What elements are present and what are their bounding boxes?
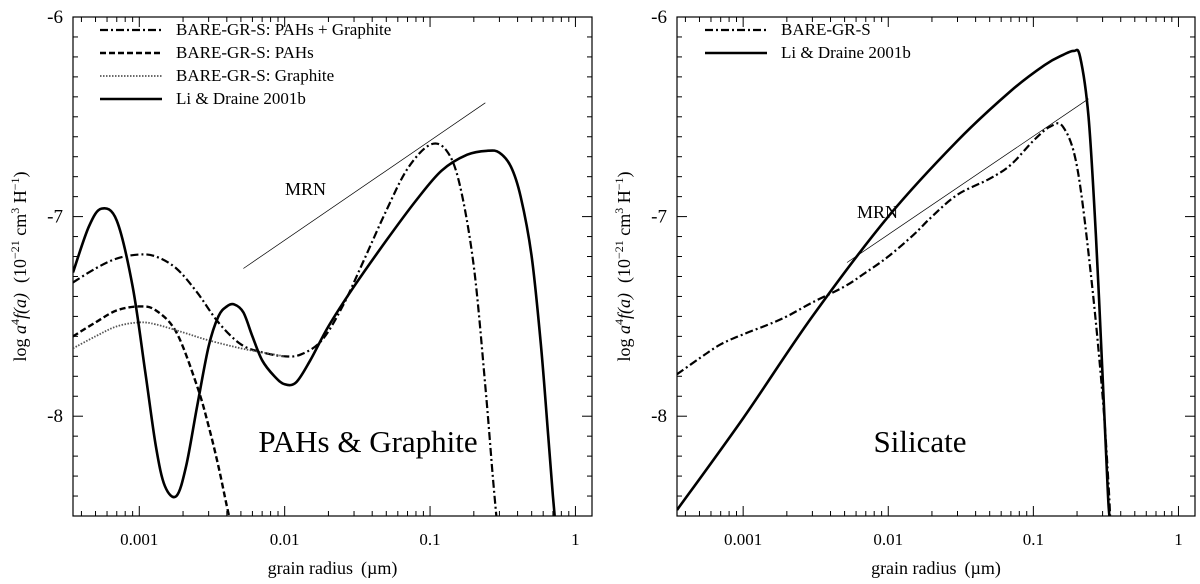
legend-label: BARE-GR-S: PAHs + Graphite — [176, 20, 391, 39]
y-label-a: a — [614, 325, 634, 334]
y-label-sup-4: 4 — [8, 319, 22, 325]
y-label-sup-m21: −21 — [8, 240, 22, 259]
y-label-sup-m21: −21 — [612, 240, 626, 259]
legend-label: BARE-GR-S — [781, 20, 871, 39]
x-tick-label: 0.01 — [873, 530, 903, 549]
series-line-dash-dot — [677, 122, 1112, 516]
y-label-log: log — [614, 334, 634, 362]
series-line-dashed — [73, 305, 231, 516]
y-label-fa: f(a) — [10, 293, 31, 319]
legend-label: BARE-GR-S: Graphite — [176, 66, 334, 85]
series-line-dotted — [73, 321, 285, 358]
x-axis-label-unit: (µm) — [965, 558, 1001, 579]
x-axis-label: grain radius (µm) — [871, 558, 1001, 579]
panel-silicate: 0.001 0.01 0.1 1 -8 -7 -6 grain radius (µm) log a… — [612, 7, 1196, 579]
y-label-units-open: (10 — [614, 259, 635, 283]
x-tick-label: 1 — [1174, 530, 1183, 549]
mrn-label: MRN — [285, 179, 326, 199]
x-axis-label-text: grain radius — [268, 558, 353, 578]
panel-annotation: PAHs & Graphite — [258, 424, 477, 459]
y-axis-label: log a4f(a) (10−21 cm3 H−1) — [8, 171, 31, 361]
y-label-sup-3: 3 — [612, 208, 626, 214]
y-label-log: log — [10, 334, 30, 362]
legend-label: Li & Draine 2001b — [176, 89, 306, 108]
x-axis-label: grain radius (µm) — [268, 558, 398, 579]
y-label-units-close: ) — [10, 171, 31, 177]
y-label-units-close: ) — [614, 171, 635, 177]
x-tick-label: 0.001 — [120, 530, 158, 549]
legend-label: BARE-GR-S: PAHs — [176, 43, 314, 62]
y-tick-label: -7 — [47, 207, 63, 228]
plot-frame — [676, 16, 1196, 517]
y-label-sup-m1: −1 — [8, 177, 22, 190]
y-label-sup-4: 4 — [612, 319, 626, 325]
x-tick-label: 0.1 — [419, 530, 440, 549]
y-label-sup-3: 3 — [8, 208, 22, 214]
y-tick-label: -8 — [651, 406, 667, 427]
x-axis-label-text: grain radius — [871, 558, 956, 578]
x-tick-label: 1 — [571, 530, 580, 549]
y-tick-label: -6 — [47, 7, 63, 28]
panel-pahs-graphite: 0.001 0.01 0.1 1 -8 -7 -6 grain radius (µm) log a… — [8, 7, 593, 579]
y-label-cm: cm — [10, 214, 30, 241]
series-line-solid — [73, 149, 556, 516]
x-tick-label: 0.01 — [270, 530, 300, 549]
y-tick-label: -8 — [47, 406, 63, 427]
mrn-line — [846, 98, 1089, 263]
x-axis-label-unit: (µm) — [361, 558, 397, 579]
series-line-solid — [677, 48, 1111, 516]
legend-label: Li & Draine 2001b — [781, 43, 911, 62]
y-label-units-open: (10 — [10, 259, 31, 283]
y-tick-label: -6 — [651, 7, 667, 28]
y-label-fa: f(a) — [614, 293, 635, 319]
x-tick-label: 0.001 — [724, 530, 762, 549]
y-label-H: H — [614, 190, 634, 208]
panel-annotation: Silicate — [874, 424, 967, 459]
y-label-cm: cm — [614, 214, 634, 241]
y-label-H: H — [10, 190, 30, 208]
x-tick-label: 0.1 — [1023, 530, 1044, 549]
y-label-sup-m1: −1 — [612, 177, 626, 190]
mrn-line — [243, 102, 486, 269]
y-axis-label: log a4f(a) (10−21 cm3 H−1) — [612, 171, 635, 361]
y-label-a: a — [10, 325, 30, 334]
plot-frame — [72, 16, 593, 517]
y-tick-label: -7 — [651, 207, 667, 228]
